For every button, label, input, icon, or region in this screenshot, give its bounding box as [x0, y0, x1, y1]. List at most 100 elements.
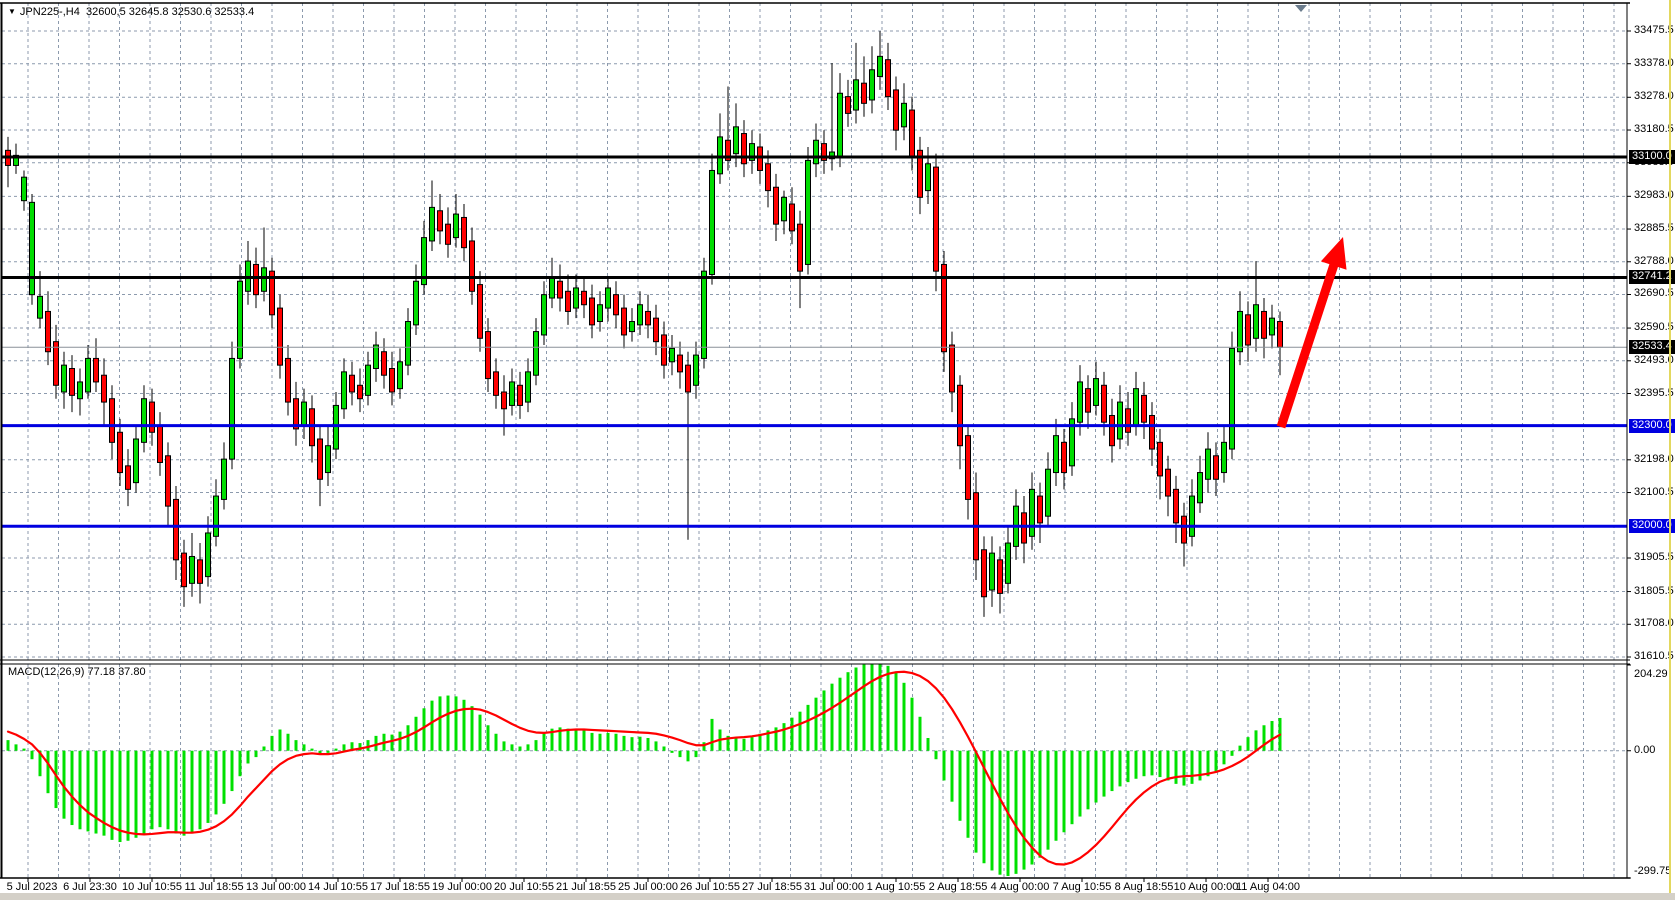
macd-histogram-bar[interactable]: [726, 735, 730, 751]
candle-body[interactable]: [157, 425, 163, 463]
macd-histogram-bar[interactable]: [1262, 725, 1266, 751]
macd-histogram-bar[interactable]: [62, 750, 66, 819]
macd-histogram-bar[interactable]: [1238, 745, 1242, 751]
macd-histogram-bar[interactable]: [814, 697, 818, 751]
candle-body[interactable]: [317, 438, 323, 480]
macd-histogram-bar[interactable]: [150, 750, 154, 830]
candle-body[interactable]: [741, 133, 747, 165]
candle-body[interactable]: [541, 294, 547, 336]
candle-body[interactable]: [1085, 388, 1091, 413]
symbol-dropdown-icon[interactable]: ▼: [8, 7, 16, 16]
macd-histogram-bar[interactable]: [782, 723, 786, 751]
candle-body[interactable]: [277, 307, 283, 366]
macd-histogram-bar[interactable]: [1038, 750, 1042, 858]
candle-body[interactable]: [1189, 495, 1195, 537]
candle-body[interactable]: [661, 334, 667, 366]
candle-body[interactable]: [1021, 512, 1027, 544]
macd-histogram-bar[interactable]: [710, 718, 714, 751]
macd-histogram-bar[interactable]: [1078, 750, 1082, 817]
candle-body[interactable]: [381, 351, 387, 376]
macd-histogram-bar[interactable]: [574, 729, 578, 751]
candle-body[interactable]: [1269, 317, 1275, 336]
candle-body[interactable]: [1109, 414, 1115, 447]
macd-histogram-bar[interactable]: [1070, 750, 1074, 825]
macd-histogram-bar[interactable]: [110, 750, 114, 840]
macd-histogram-bar[interactable]: [758, 733, 762, 751]
candle-body[interactable]: [293, 398, 299, 430]
macd-histogram-bar[interactable]: [654, 741, 658, 751]
macd-histogram-bar[interactable]: [46, 750, 50, 794]
macd-histogram-bar[interactable]: [686, 750, 690, 762]
macd-histogram-bar[interactable]: [1110, 750, 1114, 792]
macd-histogram-bar[interactable]: [270, 735, 274, 751]
macd-histogram-bar[interactable]: [566, 728, 570, 751]
macd-histogram-bar[interactable]: [1142, 750, 1146, 777]
candle-body[interactable]: [237, 280, 243, 359]
macd-histogram-bar[interactable]: [958, 750, 962, 821]
candle-body[interactable]: [613, 294, 619, 316]
macd-histogram-bar[interactable]: [342, 744, 346, 751]
candle-body[interactable]: [69, 368, 75, 396]
macd-histogram-bar[interactable]: [502, 741, 506, 751]
candle-body[interactable]: [1045, 468, 1051, 517]
macd-histogram-bar[interactable]: [838, 677, 842, 751]
macd-histogram-bar[interactable]: [222, 750, 226, 804]
macd-histogram-bar[interactable]: [862, 664, 866, 751]
candle-body[interactable]: [213, 495, 219, 537]
candle-body[interactable]: [21, 176, 27, 202]
candle-body[interactable]: [1149, 414, 1155, 450]
macd-histogram-bar[interactable]: [478, 714, 482, 751]
candle-body[interactable]: [53, 341, 59, 386]
candle-body[interactable]: [981, 549, 987, 598]
candle-body[interactable]: [501, 391, 507, 410]
candle-body[interactable]: [61, 364, 67, 393]
macd-histogram-bar[interactable]: [118, 750, 122, 843]
candle-body[interactable]: [1253, 304, 1259, 339]
chart-shift-marker-icon[interactable]: [1295, 5, 1307, 12]
macd-histogram-bar[interactable]: [966, 750, 970, 838]
macd-histogram-bar[interactable]: [638, 736, 642, 751]
macd-histogram-bar[interactable]: [302, 744, 306, 751]
macd-histogram-bar[interactable]: [1246, 737, 1250, 751]
macd-histogram-bar[interactable]: [1150, 750, 1154, 776]
candle-body[interactable]: [405, 321, 411, 366]
macd-histogram-bar[interactable]: [246, 750, 250, 764]
macd-histogram-bar[interactable]: [662, 746, 666, 751]
macd-histogram-bar[interactable]: [854, 667, 858, 751]
candle-body[interactable]: [725, 139, 731, 161]
candle-body[interactable]: [1077, 381, 1083, 423]
macd-histogram-bar[interactable]: [982, 750, 986, 864]
macd-histogram-bar[interactable]: [102, 750, 106, 836]
candle-body[interactable]: [1261, 310, 1267, 339]
candle-body[interactable]: [1029, 488, 1035, 537]
candle-body[interactable]: [37, 295, 43, 319]
macd-histogram-bar[interactable]: [470, 706, 474, 751]
macd-histogram-bar[interactable]: [446, 695, 450, 751]
candle-body[interactable]: [597, 304, 603, 323]
candle-body[interactable]: [285, 357, 291, 403]
macd-histogram-bar[interactable]: [1214, 750, 1218, 772]
candle-body[interactable]: [677, 354, 683, 373]
candle-body[interactable]: [429, 206, 435, 242]
candle-body[interactable]: [485, 331, 491, 380]
candle-body[interactable]: [1197, 472, 1203, 504]
macd-histogram-bar[interactable]: [406, 725, 410, 751]
macd-histogram-bar[interactable]: [1206, 750, 1210, 777]
candle-body[interactable]: [77, 381, 83, 400]
candle-body[interactable]: [1237, 310, 1243, 353]
macd-histogram-bar[interactable]: [518, 746, 522, 751]
macd-histogram-bar[interactable]: [38, 750, 42, 777]
candle-body[interactable]: [949, 344, 955, 393]
macd-histogram-bar[interactable]: [454, 696, 458, 751]
candle-body[interactable]: [205, 532, 211, 578]
macd-histogram-bar[interactable]: [742, 738, 746, 751]
macd-histogram-bar[interactable]: [86, 750, 90, 832]
candle-body[interactable]: [357, 384, 363, 400]
candle-body[interactable]: [1053, 435, 1059, 474]
macd-histogram-bar[interactable]: [1086, 750, 1090, 810]
macd-histogram-bar[interactable]: [374, 735, 378, 751]
candle-body[interactable]: [365, 364, 371, 396]
candle-body[interactable]: [869, 69, 875, 101]
macd-histogram-bar[interactable]: [1102, 750, 1106, 797]
candle-body[interactable]: [669, 347, 675, 363]
